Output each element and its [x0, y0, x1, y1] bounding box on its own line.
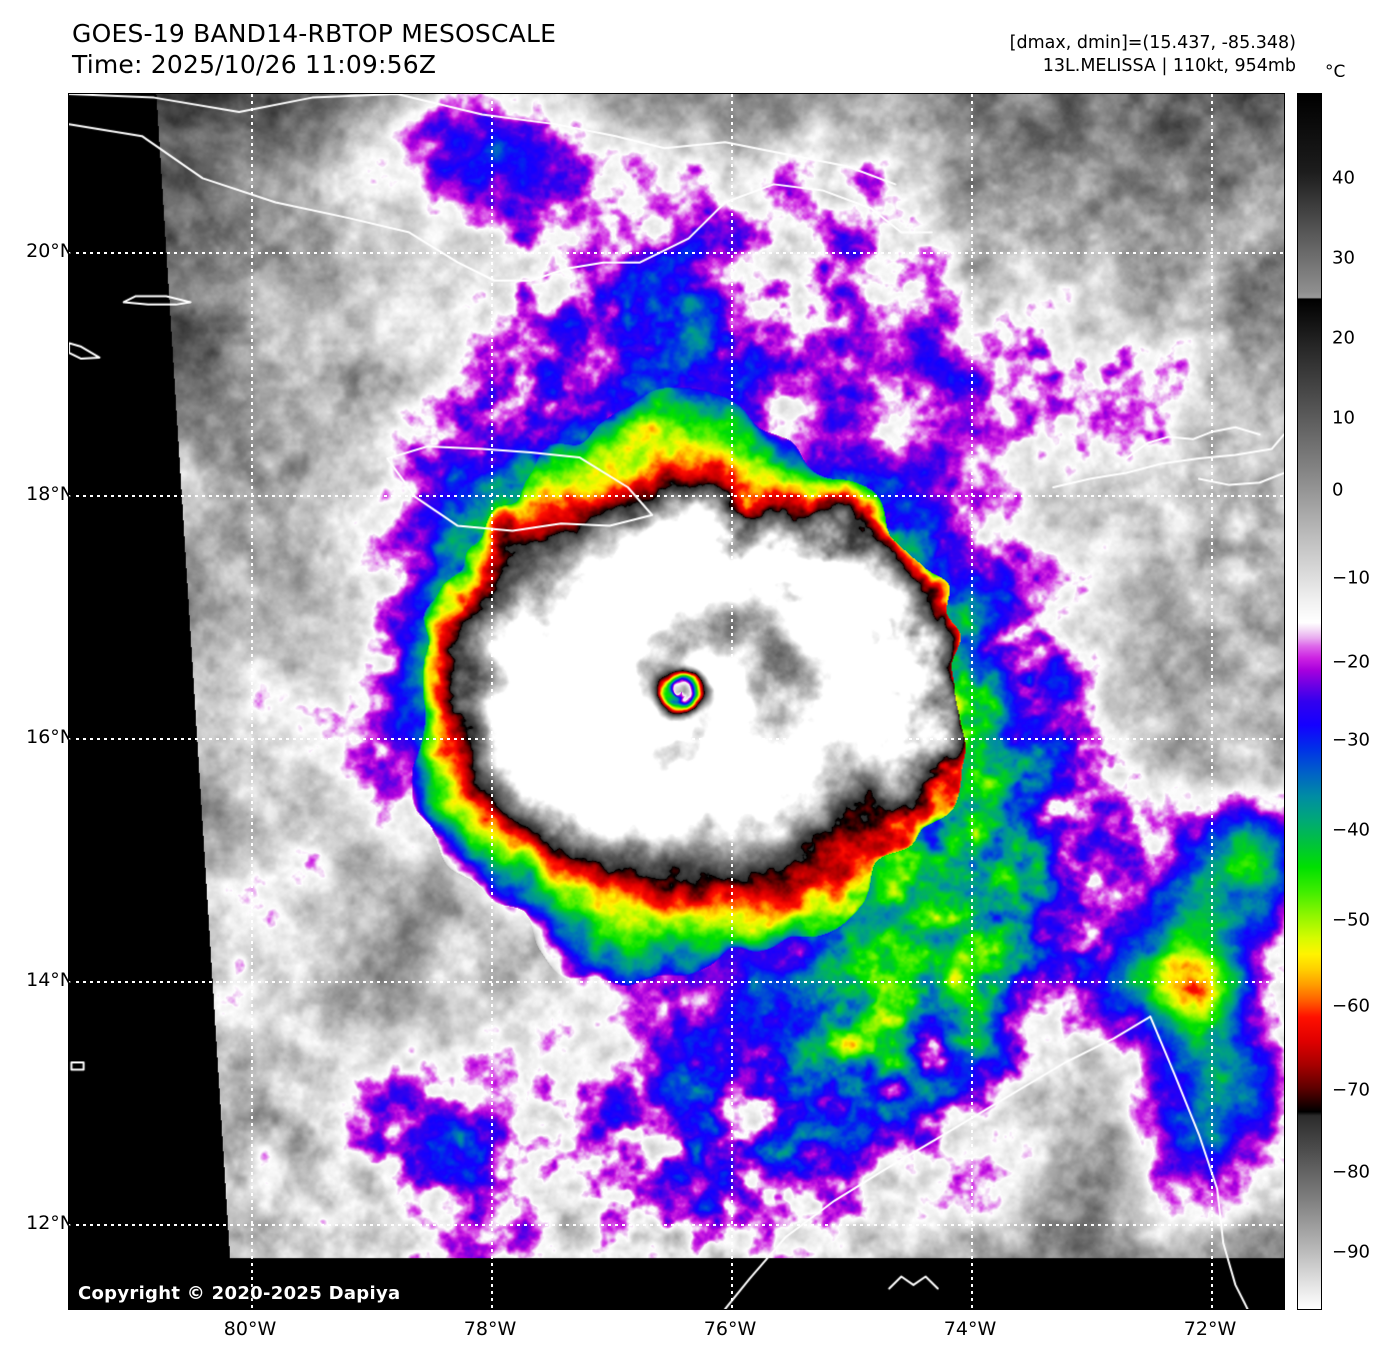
lat-tick-label-0: 20°N	[26, 240, 74, 262]
colorbar-tick-2: 20	[1332, 327, 1355, 349]
lon-tick-label-0: 80°W	[223, 1318, 277, 1340]
lat-tick-label-1: 18°N	[26, 483, 74, 505]
colorbar-tick-0: 40	[1332, 167, 1355, 189]
page-title: GOES-19 BAND14-RBTOP MESOSCALE	[72, 19, 557, 48]
colorbar-tick-4: 0	[1332, 479, 1344, 501]
lon-tick-label-4: 72°W	[1183, 1318, 1237, 1340]
colorbar-tick-7: −30	[1332, 729, 1370, 751]
colorbar-tick-13: −90	[1332, 1241, 1370, 1263]
header-metadata-block: [dmax, dmin]=(15.437, -85.348) 13L.MELIS…	[1010, 32, 1296, 78]
lat-tick-label-4: 12°N	[26, 1212, 74, 1234]
temperature-colorbar[interactable]	[1297, 93, 1322, 1310]
domain-extent-label: [dmax, dmin]=(15.437, -85.348)	[1009, 33, 1296, 53]
timestamp-label: Time: 2025/10/26 11:09:56Z	[72, 50, 437, 79]
satellite-map[interactable]	[68, 93, 1285, 1310]
colorbar-tick-11: −70	[1332, 1079, 1370, 1101]
lon-tick-label-2: 76°W	[703, 1318, 757, 1340]
lon-tick-label-1: 78°W	[463, 1318, 517, 1340]
colorbar-tick-12: −80	[1332, 1161, 1370, 1183]
colorbar-tick-8: −40	[1332, 819, 1370, 841]
lat-tick-label-3: 14°N	[26, 969, 74, 991]
header-title-block: GOES-19 BAND14-RBTOP MESOSCALE Time: 202…	[72, 18, 772, 80]
lon-tick-label-3: 74°W	[943, 1318, 997, 1340]
colorbar-tick-6: −20	[1332, 651, 1370, 673]
colorbar-tick-3: 10	[1332, 407, 1355, 429]
colorbar-tick-9: −50	[1332, 909, 1370, 931]
satellite-imagery-canvas	[69, 94, 1284, 1309]
colorbar-unit-label: °C	[1325, 62, 1346, 82]
copyright-label: Copyright © 2020-2025 Dapiya	[78, 1283, 401, 1304]
colorbar-tick-10: −60	[1332, 995, 1370, 1017]
colorbar-tick-5: −10	[1332, 567, 1370, 589]
colorbar-tick-1: 30	[1332, 247, 1355, 269]
lat-tick-label-2: 16°N	[26, 726, 74, 748]
storm-info-label: 13L.MELISSA | 110kt, 954mb	[1042, 56, 1296, 76]
colorbar-gradient	[1298, 94, 1321, 1309]
